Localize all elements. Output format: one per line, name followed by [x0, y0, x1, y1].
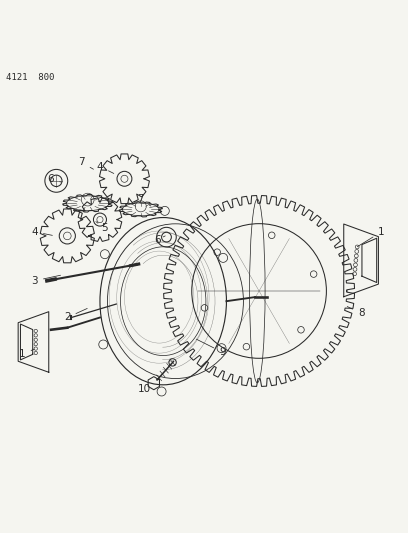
Text: 6: 6: [48, 174, 61, 184]
Text: 10: 10: [138, 379, 157, 394]
Text: 7: 7: [78, 157, 93, 169]
Text: 8: 8: [347, 306, 364, 318]
Text: 3: 3: [31, 275, 60, 286]
Text: 1: 1: [357, 227, 385, 247]
Text: 6: 6: [154, 235, 165, 245]
Text: 5: 5: [96, 222, 107, 233]
Text: 4: 4: [31, 227, 52, 237]
Text: 7: 7: [137, 194, 151, 206]
Text: 2: 2: [64, 309, 87, 322]
Text: 4121  800: 4121 800: [6, 72, 55, 82]
Text: 1: 1: [19, 349, 34, 359]
Text: 9: 9: [196, 339, 226, 357]
Text: 4: 4: [97, 161, 114, 173]
